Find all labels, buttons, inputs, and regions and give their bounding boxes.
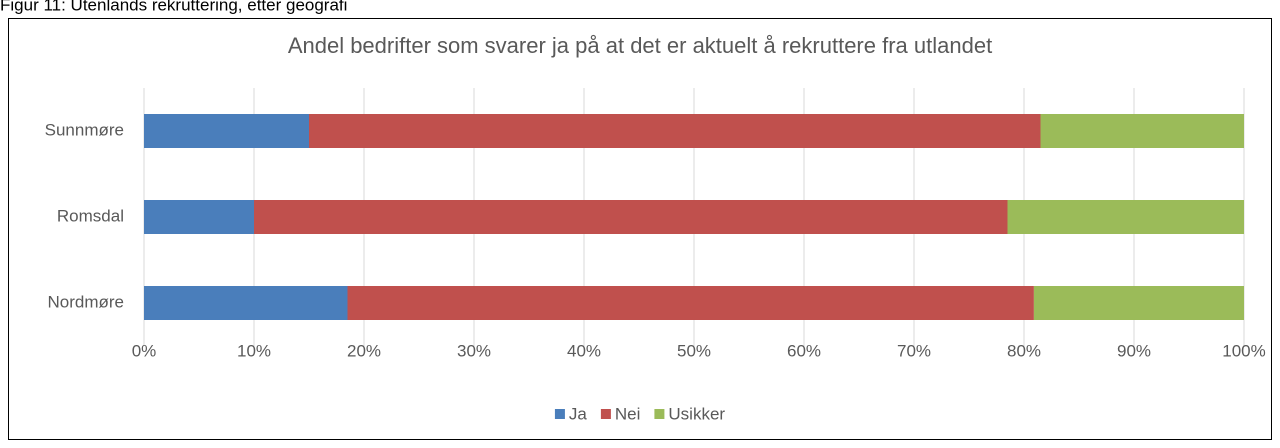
x-tick-label: 30% — [457, 341, 491, 360]
x-tick-label: 10% — [237, 341, 271, 360]
legend-label: Usikker — [668, 404, 725, 423]
bar-segment — [309, 114, 1041, 148]
legend-swatch — [654, 409, 665, 419]
chart-title: Andel bedrifter som svarer ja på at det … — [288, 33, 992, 58]
bar-segment — [144, 286, 348, 320]
caption: Figur 11: Utenlands rekruttering, etter … — [0, 0, 347, 14]
chart-frame — [8, 18, 1272, 440]
bar-segment — [1040, 114, 1244, 148]
legend-label: Nei — [615, 404, 641, 423]
legend-label: Ja — [569, 404, 588, 423]
x-tick-label: 0% — [132, 341, 157, 360]
legend-swatch — [600, 409, 611, 419]
bar-segment — [1007, 200, 1244, 234]
x-tick-label: 40% — [567, 341, 601, 360]
bar-segment — [1033, 286, 1244, 320]
x-tick-label: 100% — [1222, 341, 1265, 360]
bar-segment — [144, 114, 309, 148]
x-tick-label: 70% — [897, 341, 931, 360]
bar-segment — [254, 200, 1008, 234]
x-tick-label: 60% — [787, 341, 821, 360]
x-tick-label: 50% — [677, 341, 711, 360]
y-tick-label: Sunnmøre — [45, 120, 124, 139]
bar-segment — [347, 286, 1034, 320]
x-tick-label: 80% — [1007, 341, 1041, 360]
x-tick-label: 20% — [347, 341, 381, 360]
y-tick-label: Romsdal — [57, 206, 124, 225]
legend-swatch — [554, 409, 565, 419]
y-tick-label: Nordmøre — [47, 292, 124, 311]
bar-segment — [144, 200, 254, 234]
x-tick-label: 90% — [1117, 341, 1151, 360]
